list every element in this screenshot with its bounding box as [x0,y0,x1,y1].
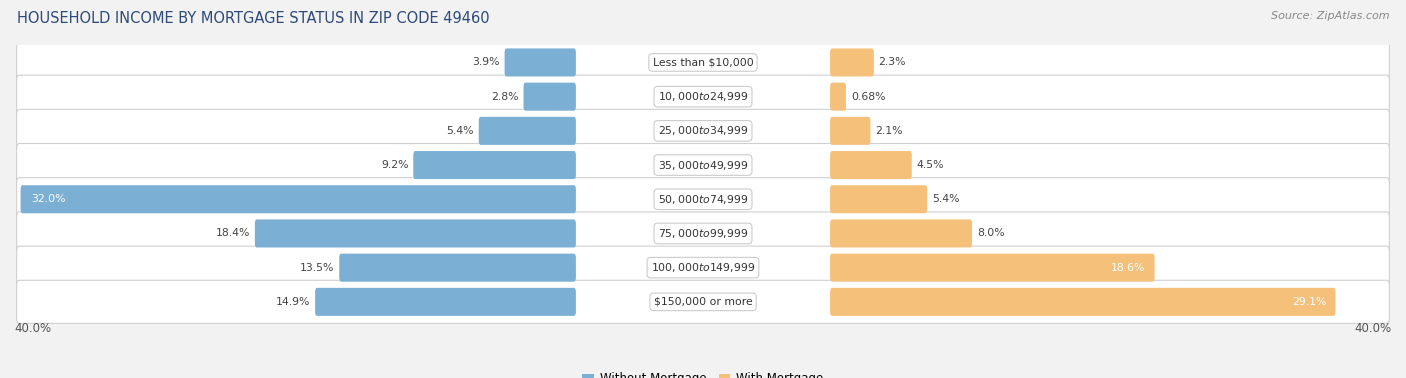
Text: 2.1%: 2.1% [875,126,903,136]
FancyBboxPatch shape [17,109,1389,152]
Legend: Without Mortgage, With Mortgage: Without Mortgage, With Mortgage [578,367,828,378]
FancyBboxPatch shape [505,48,576,76]
FancyBboxPatch shape [523,83,576,111]
Text: 32.0%: 32.0% [31,194,66,204]
Text: 14.9%: 14.9% [276,297,311,307]
Text: 0.68%: 0.68% [851,91,886,102]
FancyBboxPatch shape [17,280,1389,324]
Text: 40.0%: 40.0% [1355,322,1392,335]
Text: 40.0%: 40.0% [14,322,51,335]
Text: 4.5%: 4.5% [917,160,943,170]
Text: 2.3%: 2.3% [879,57,907,67]
FancyBboxPatch shape [830,48,875,76]
Text: 29.1%: 29.1% [1292,297,1326,307]
Text: $75,000 to $99,999: $75,000 to $99,999 [658,227,748,240]
Text: $150,000 or more: $150,000 or more [654,297,752,307]
FancyBboxPatch shape [17,144,1389,187]
Text: $100,000 to $149,999: $100,000 to $149,999 [651,261,755,274]
Text: 13.5%: 13.5% [299,263,335,273]
Text: $35,000 to $49,999: $35,000 to $49,999 [658,158,748,172]
FancyBboxPatch shape [830,185,927,213]
FancyBboxPatch shape [17,75,1389,118]
FancyBboxPatch shape [830,288,1336,316]
Text: Source: ZipAtlas.com: Source: ZipAtlas.com [1271,11,1389,21]
FancyBboxPatch shape [830,220,972,248]
FancyBboxPatch shape [315,288,576,316]
FancyBboxPatch shape [830,151,911,179]
FancyBboxPatch shape [830,83,846,111]
FancyBboxPatch shape [17,246,1389,289]
FancyBboxPatch shape [17,41,1389,84]
FancyBboxPatch shape [413,151,576,179]
FancyBboxPatch shape [830,254,1154,282]
FancyBboxPatch shape [254,220,576,248]
FancyBboxPatch shape [17,212,1389,255]
FancyBboxPatch shape [339,254,576,282]
Text: 8.0%: 8.0% [977,228,1004,239]
Text: 18.4%: 18.4% [215,228,250,239]
Text: $50,000 to $74,999: $50,000 to $74,999 [658,193,748,206]
Text: $25,000 to $34,999: $25,000 to $34,999 [658,124,748,137]
Text: Less than $10,000: Less than $10,000 [652,57,754,67]
Text: 5.4%: 5.4% [932,194,959,204]
Text: $10,000 to $24,999: $10,000 to $24,999 [658,90,748,103]
FancyBboxPatch shape [21,185,576,213]
Text: 2.8%: 2.8% [491,91,519,102]
Text: 9.2%: 9.2% [381,160,409,170]
FancyBboxPatch shape [479,117,576,145]
Text: 3.9%: 3.9% [472,57,499,67]
FancyBboxPatch shape [830,117,870,145]
Text: 18.6%: 18.6% [1111,263,1146,273]
Text: 5.4%: 5.4% [447,126,474,136]
FancyBboxPatch shape [17,178,1389,221]
Text: HOUSEHOLD INCOME BY MORTGAGE STATUS IN ZIP CODE 49460: HOUSEHOLD INCOME BY MORTGAGE STATUS IN Z… [17,11,489,26]
